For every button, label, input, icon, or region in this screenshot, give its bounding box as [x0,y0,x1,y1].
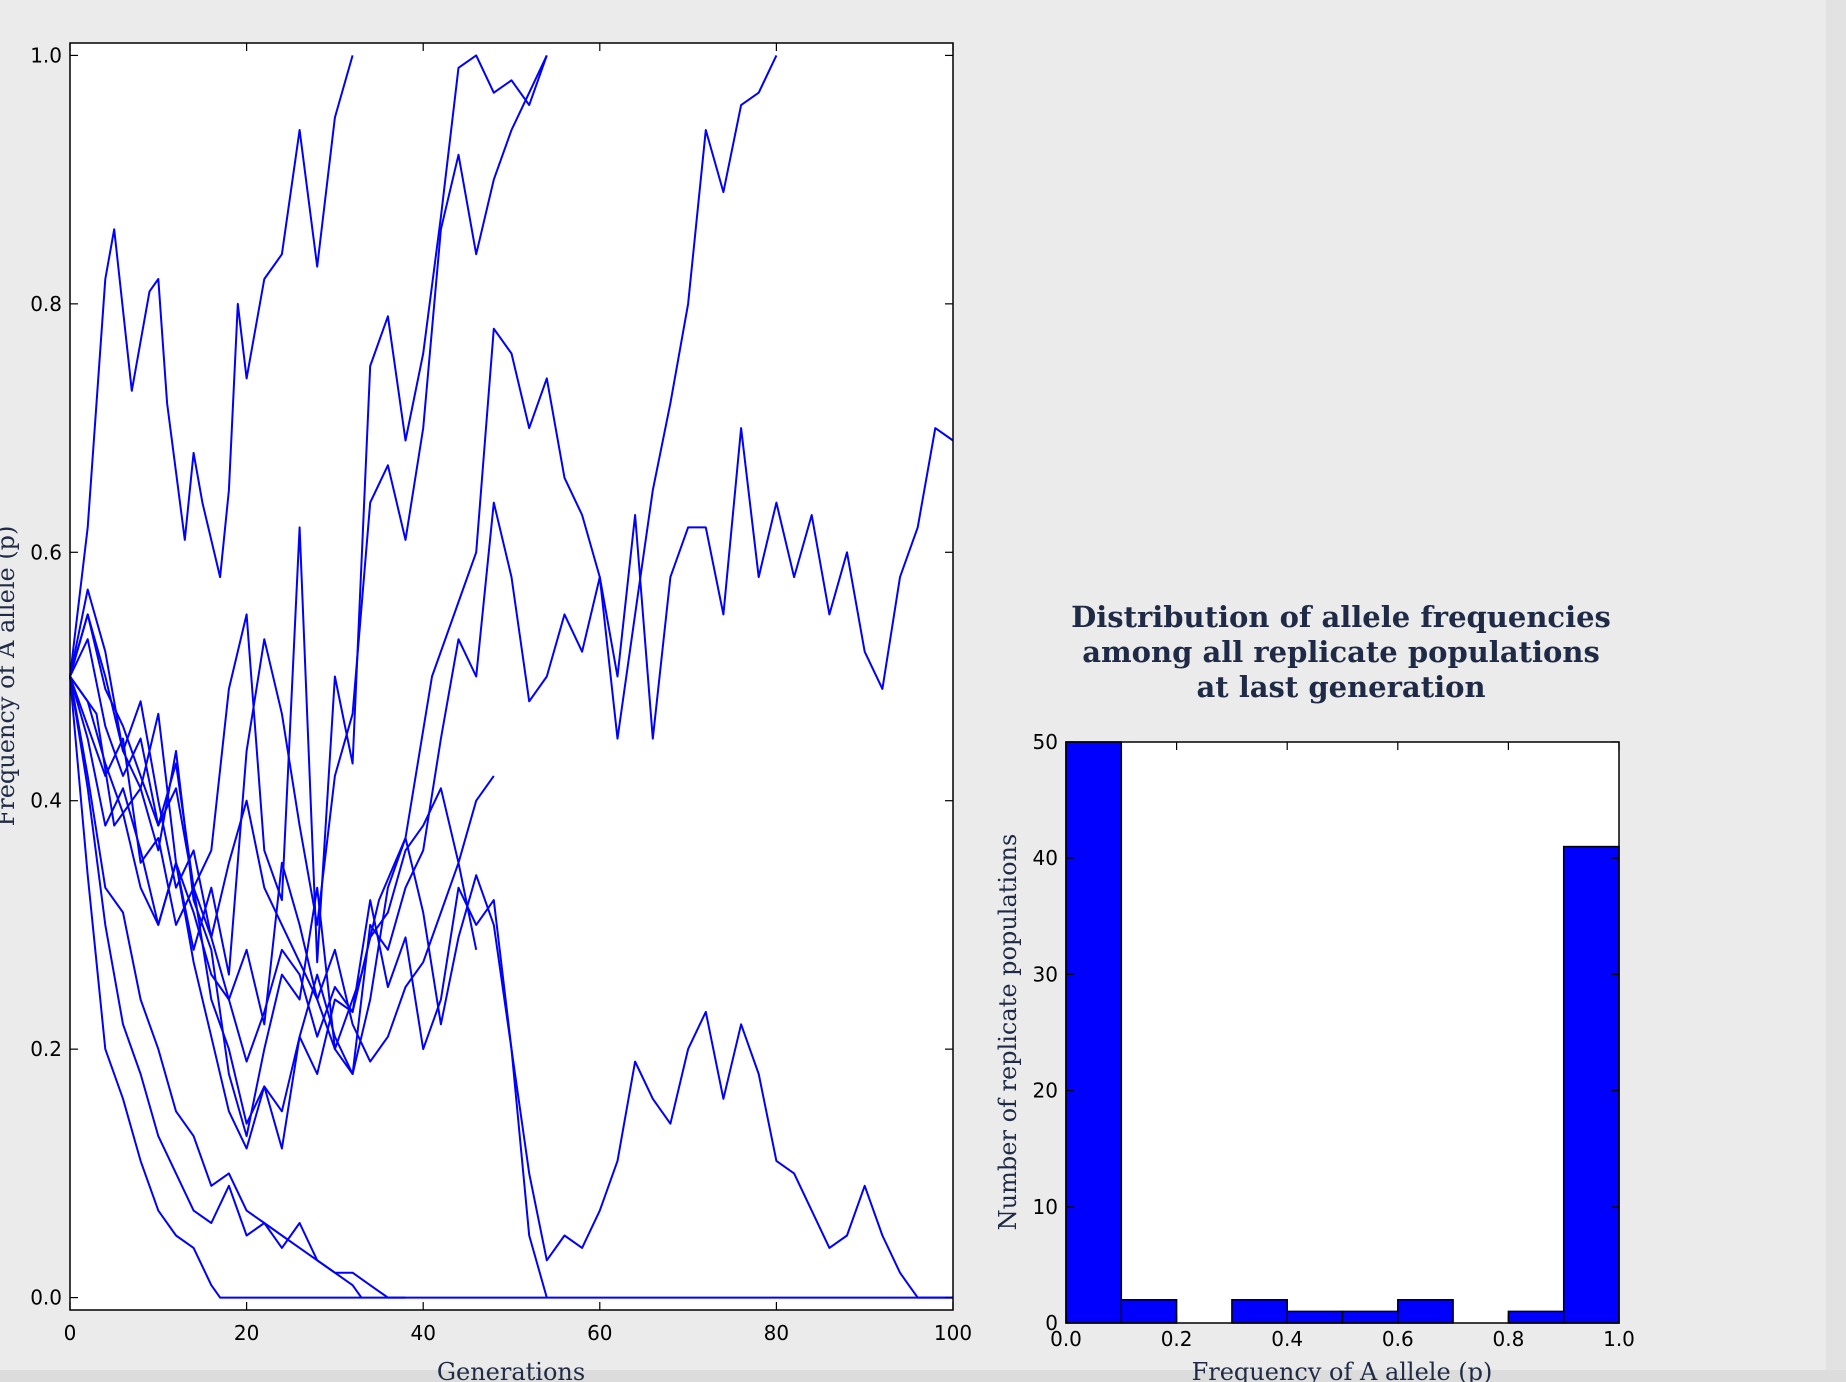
histogram-bar-5 [1286,1310,1344,1324]
plot2-y-tick-label: 30 [1033,962,1058,986]
trajectory-line-5 [69,427,954,1075]
histogram-title-line-3: at last generation [1196,670,1485,704]
histogram-bar-2 [1120,1299,1178,1324]
histogram-bar-4 [1231,1299,1288,1324]
plot2-x-tick-label: 0.2 [1161,1327,1193,1351]
histogram-bar-6 [1341,1310,1399,1324]
plot1-x-tick-label: 20 [234,1321,259,1345]
histogram-bar-10 [1562,845,1620,1324]
plot1-x-tick-label: 0 [64,1321,77,1345]
plot1-y-tick-label: 0.0 [30,1286,62,1310]
plot2-y-tick-label: 50 [1033,730,1058,754]
plot2-frame [1065,741,1620,1324]
plot1-y-tick-label: 0.8 [30,292,62,316]
plot2-x-axis-label: Frequency of A allele (p) [1192,1358,1493,1382]
histogram-bar-9 [1507,1310,1565,1324]
histogram-title-line-2: among all replicate populations [1082,635,1600,669]
plot2-background [1066,742,1619,1323]
plot1-background [70,43,953,1310]
plot2-y-tick-label: 0 [1045,1311,1058,1335]
plot2-y-tick-label: 20 [1033,1079,1058,1103]
plot2-y-axis-label: Number of replicate populations [994,834,1022,1231]
trajectory-line-1 [69,55,354,677]
trajectory-line-11 [69,675,495,1063]
histogram-bars [1065,741,1620,1324]
plot2-x-tick-label: 0.4 [1271,1327,1303,1351]
histogram-bar-7 [1397,1299,1454,1324]
histogram-title-line-1: Distribution of allele frequencies [1071,600,1611,634]
plot1-y-tick-label: 0.4 [30,789,62,813]
plot2-ticks: 0.0 0.2 0.4 0.6 0.8 1.0 0 10 20 30 40 50 [1033,730,1635,1351]
plot2-x-tick-label: 0.6 [1382,1327,1414,1351]
plot1-y-tick-label: 1.0 [30,43,62,67]
trajectory-line-10 [69,676,363,1299]
plot2-y-tick-label: 10 [1033,1195,1058,1219]
trajectory-line-2 [69,54,548,964]
bottom-edge-strip [0,1370,1846,1382]
histogram-bar-1 [1065,741,1123,1324]
plot2-x-tick-label: 1.0 [1603,1327,1635,1351]
plot1-ticks: 0 20 40 60 80 100 0.0 0.2 0.4 0.6 0.8 1.0 [30,43,972,1345]
allele-distribution-histogram: Distribution of allele frequencies among… [994,600,1635,1382]
plot1-x-tick-label: 40 [410,1321,435,1345]
plot1-x-tick-label: 80 [764,1321,789,1345]
plot2-y-tick-label: 40 [1033,846,1058,870]
plot1-x-tick-label: 100 [934,1321,972,1345]
plot1-frame [69,42,954,1311]
window-edge-strip [1826,0,1846,1382]
plot2-x-tick-label: 0.8 [1492,1327,1524,1351]
plot1-x-tick-label: 60 [587,1321,612,1345]
trajectory-line-8 [69,676,406,1299]
trajectory-line-12 [69,613,478,1063]
plot1-y-axis-label: Frequency of A allele (p) [0,526,20,827]
plot1-y-tick-label: 0.2 [30,1037,62,1061]
trajectory-line-9 [69,676,953,1299]
plot2-x-tick-label: 0.0 [1050,1327,1082,1351]
trajectory-lines [69,54,954,1299]
plot1-y-tick-label: 0.6 [30,540,62,564]
plot1-x-axis-label: Generations [437,1358,585,1382]
allele-trajectory-plot: 0 20 40 60 80 100 0.0 0.2 0.4 0.6 0.8 1.0 Generatio… [0,42,972,1382]
